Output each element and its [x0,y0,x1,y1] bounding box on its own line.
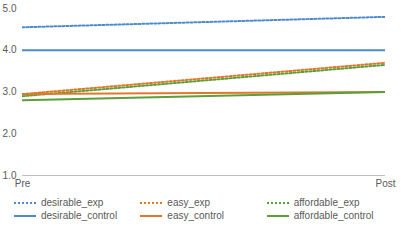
svg-text:3.0: 3.0 [3,86,17,97]
svg-text:4.0: 4.0 [3,44,17,55]
svg-text:1.0: 1.0 [2,169,17,181]
svg-text:5.0: 5.0 [3,3,17,14]
html-text:affordable_control: affordable_control [293,210,374,221]
html-text:easy_exp: easy_exp [167,197,211,208]
html-text:desirable_exp: desirable_exp [41,197,104,208]
svg-text:Pre: Pre [15,178,31,189]
html-text:easy_control: easy_control [167,210,224,221]
svg-text:2.0: 2.0 [3,128,17,139]
html-text:desirable_control: desirable_control [41,210,118,221]
svg-text:Post: Post [375,178,395,189]
html-text:affordable_exp: affordable_exp [293,197,360,208]
